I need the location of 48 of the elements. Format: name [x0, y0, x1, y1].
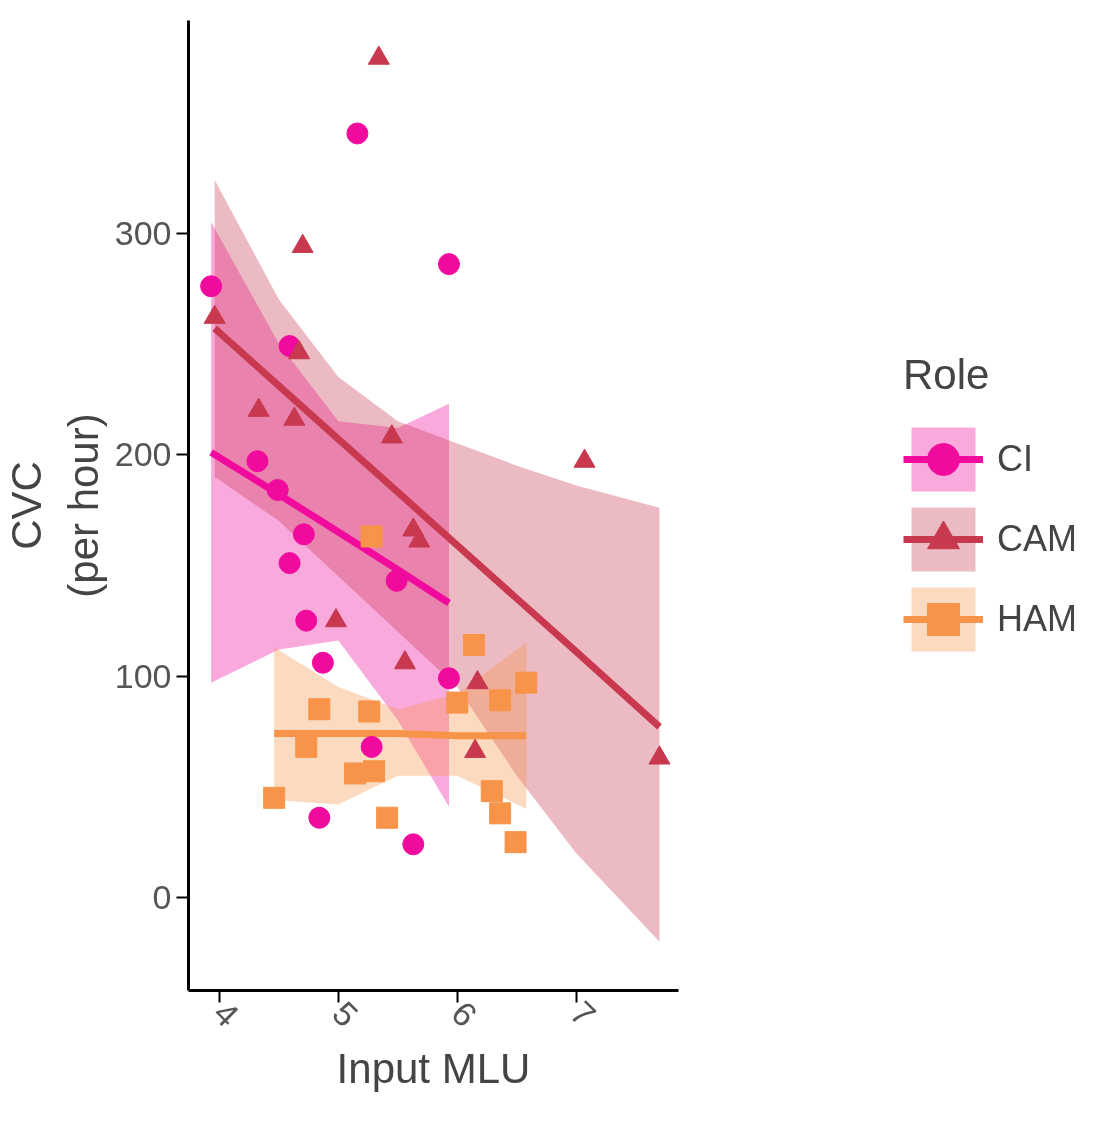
point: [437, 667, 460, 690]
point: [360, 735, 383, 758]
point: [288, 340, 311, 360]
point: [266, 479, 289, 501]
point: [363, 760, 386, 783]
point: [324, 608, 347, 628]
point: [311, 651, 334, 674]
point: [283, 406, 306, 426]
point: [504, 831, 527, 854]
legend-label: HAM: [997, 598, 1077, 640]
legend-label: CAM: [997, 518, 1077, 560]
y-tick-label: 300: [114, 213, 172, 252]
legend-title: Role: [903, 351, 991, 399]
point: [360, 525, 383, 548]
x-tick-label: 5: [325, 993, 366, 1034]
point: [380, 424, 403, 444]
x-tick-label: 7: [563, 993, 604, 1034]
point: [402, 517, 425, 537]
point: [295, 735, 318, 758]
point: [489, 802, 512, 825]
point: [462, 634, 485, 657]
point: [295, 609, 318, 632]
x-tick-label: 4: [206, 993, 247, 1034]
point: [247, 397, 270, 417]
legend-label: CI: [997, 438, 1033, 480]
y-tick-label: 100: [114, 656, 172, 695]
point: [573, 448, 596, 468]
point: [263, 786, 286, 809]
point: [385, 569, 408, 592]
y-tick-label: 0: [152, 877, 172, 916]
point: [480, 780, 503, 803]
point: [292, 523, 315, 546]
point: [308, 698, 331, 721]
point: [489, 689, 512, 712]
y-axis-title: CVC (per hour): [3, 413, 107, 598]
point: [515, 671, 538, 694]
point: [278, 552, 301, 575]
point: [291, 233, 314, 253]
point: [308, 806, 331, 829]
point: [203, 304, 226, 324]
point: [446, 691, 469, 714]
point: [402, 833, 425, 856]
x-tick-label: 6: [444, 993, 485, 1034]
point: [358, 700, 381, 723]
x-axis-title: Input MLU: [336, 1045, 531, 1093]
point: [367, 45, 390, 65]
y-tick-label: 200: [114, 435, 172, 474]
point: [376, 806, 399, 829]
